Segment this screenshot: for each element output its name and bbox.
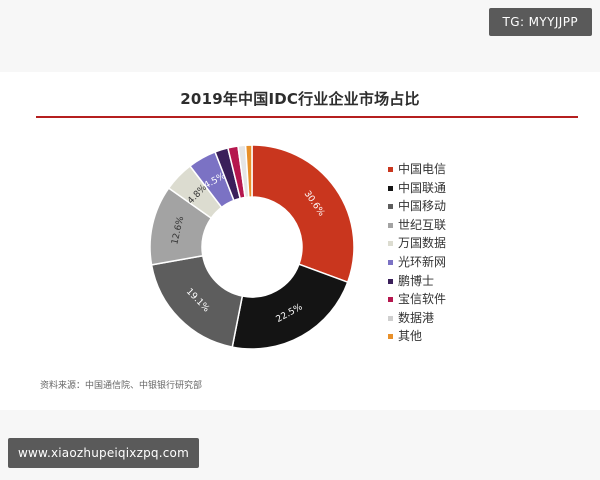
legend-item-4: 世纪互联 <box>388 216 568 235</box>
legend-item-8: 宝信软件 <box>388 290 568 309</box>
legend-swatch <box>388 278 393 284</box>
legend-label: 宝信软件 <box>398 292 447 307</box>
legend-swatch <box>388 334 393 340</box>
source-note: 资料来源：中国通信院、中银银行研究部 <box>40 381 203 391</box>
legend-swatch <box>388 297 393 303</box>
legend-label: 世纪互联 <box>398 217 447 232</box>
tg-watermark-badge: TG: MYYJJPP <box>488 8 592 36</box>
legend-item-1: 中国电信 <box>388 160 568 179</box>
legend-item-10: 其他 <box>388 327 568 346</box>
legend-item-9: 数据港 <box>388 309 568 328</box>
legend-label: 中国联通 <box>398 180 447 195</box>
donut-chart: 30.6%22.5%19.1%12.6%4.8%4.5% <box>149 144 355 350</box>
slice-2 <box>231 263 349 350</box>
legend-item-2: 中国联通 <box>388 179 568 198</box>
legend-swatch <box>388 167 393 172</box>
legend-swatch <box>388 204 393 210</box>
title-divider <box>36 116 578 118</box>
legend-swatch <box>388 222 393 228</box>
url-watermark-badge: www.xiaozhupeiqixzpq.com <box>8 438 199 468</box>
legend-item-7: 鹏博士 <box>388 272 568 291</box>
legend-label: 数据港 <box>398 310 435 325</box>
legend-swatch <box>388 259 393 265</box>
legend-item-3: 中国移动 <box>388 197 568 216</box>
legend-swatch <box>388 241 393 247</box>
chart-title: 2019年中国IDC行业企业市场占比 <box>180 90 420 108</box>
chart-card: 2019年中国IDC行业企业市场占比 30.6% 22.5% 19.1% 12.6% 4… <box>0 72 600 410</box>
chart-legend: 中国电信中国联通中国移动世纪互联万国数据光环新网鹏博士宝信软件数据港其他 <box>388 160 568 346</box>
legend-label: 光环新网 <box>398 254 447 269</box>
legend-swatch <box>388 185 393 191</box>
legend-label: 中国电信 <box>398 162 447 176</box>
legend-label: 万国数据 <box>398 236 447 251</box>
legend-item-5: 万国数据 <box>388 234 568 253</box>
legend-label: 鹏博士 <box>398 273 435 288</box>
legend-label: 中国移动 <box>398 199 447 214</box>
legend-label: 其他 <box>398 329 423 344</box>
slice-10 <box>244 144 253 198</box>
legend-item-6: 光环新网 <box>388 253 568 272</box>
legend-swatch <box>388 315 393 321</box>
slice-1 <box>251 144 355 284</box>
